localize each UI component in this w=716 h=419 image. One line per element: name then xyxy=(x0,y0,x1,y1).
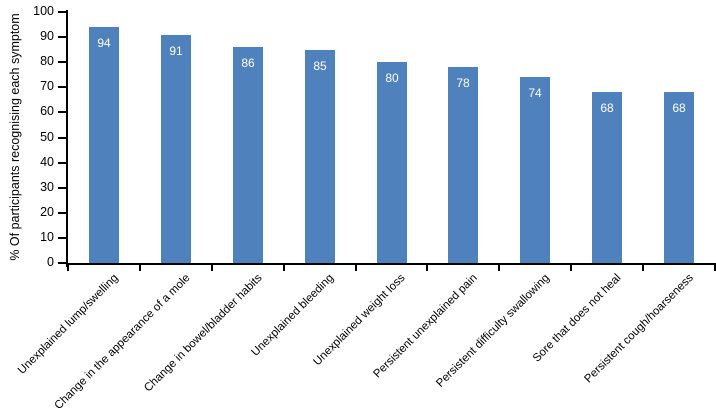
x-tick xyxy=(210,263,213,271)
bar-value-label: 74 xyxy=(528,86,542,100)
bar xyxy=(377,62,407,263)
x-category-label: Persistent difficulty swallowing xyxy=(433,272,552,390)
x-tick xyxy=(570,263,573,271)
y-tick xyxy=(58,36,66,39)
x-tick xyxy=(498,263,501,271)
bar xyxy=(592,92,622,263)
x-tick xyxy=(426,263,429,271)
y-tick-label: 60 xyxy=(40,104,54,119)
bar xyxy=(448,67,478,263)
bar xyxy=(664,92,694,263)
x-tick xyxy=(67,263,69,271)
x-tick xyxy=(714,263,716,271)
bar xyxy=(89,27,119,263)
bar-value-label: 91 xyxy=(169,44,183,58)
x-tick xyxy=(138,263,141,271)
y-tick xyxy=(58,136,66,139)
bar-value-label: 85 xyxy=(313,59,327,73)
bar xyxy=(520,77,550,263)
x-tick xyxy=(354,263,357,271)
y-tick-label: 50 xyxy=(40,129,54,144)
y-tick-label: 30 xyxy=(40,179,54,194)
y-tick xyxy=(58,236,66,239)
bar-value-label: 68 xyxy=(672,101,686,115)
y-tick-label: 20 xyxy=(40,204,54,219)
bar xyxy=(161,35,191,263)
y-tick-label: 80 xyxy=(40,54,54,69)
y-tick xyxy=(58,111,66,114)
y-tick xyxy=(58,161,66,164)
y-tick-label: 70 xyxy=(40,79,54,94)
bar-value-label: 68 xyxy=(600,101,614,115)
bar-value-label: 80 xyxy=(385,71,399,85)
x-tick xyxy=(642,263,645,271)
y-tick xyxy=(58,61,66,64)
y-tick-label: 0 xyxy=(47,255,54,269)
bar-value-label: 78 xyxy=(456,76,470,90)
y-tick-label: 10 xyxy=(40,229,54,244)
y-tick-label: 90 xyxy=(40,29,54,44)
y-tick-label: 40 xyxy=(40,154,54,169)
x-axis-line xyxy=(66,263,715,265)
x-category-label: Change in bowel/bladder habits xyxy=(142,272,265,395)
y-tick xyxy=(58,11,66,13)
y-tick xyxy=(58,86,66,89)
y-tick xyxy=(58,211,66,214)
y-tick-label: 100 xyxy=(33,4,54,18)
y-tick xyxy=(58,186,66,189)
x-tick xyxy=(282,263,285,271)
bar-value-label: 94 xyxy=(97,36,111,50)
bar-value-label: 86 xyxy=(241,56,255,70)
x-category-label: Change in the appearance of a mole xyxy=(52,272,193,413)
y-axis-line xyxy=(66,10,68,267)
bar xyxy=(305,50,335,263)
y-tick xyxy=(58,262,66,264)
bar xyxy=(233,47,263,263)
